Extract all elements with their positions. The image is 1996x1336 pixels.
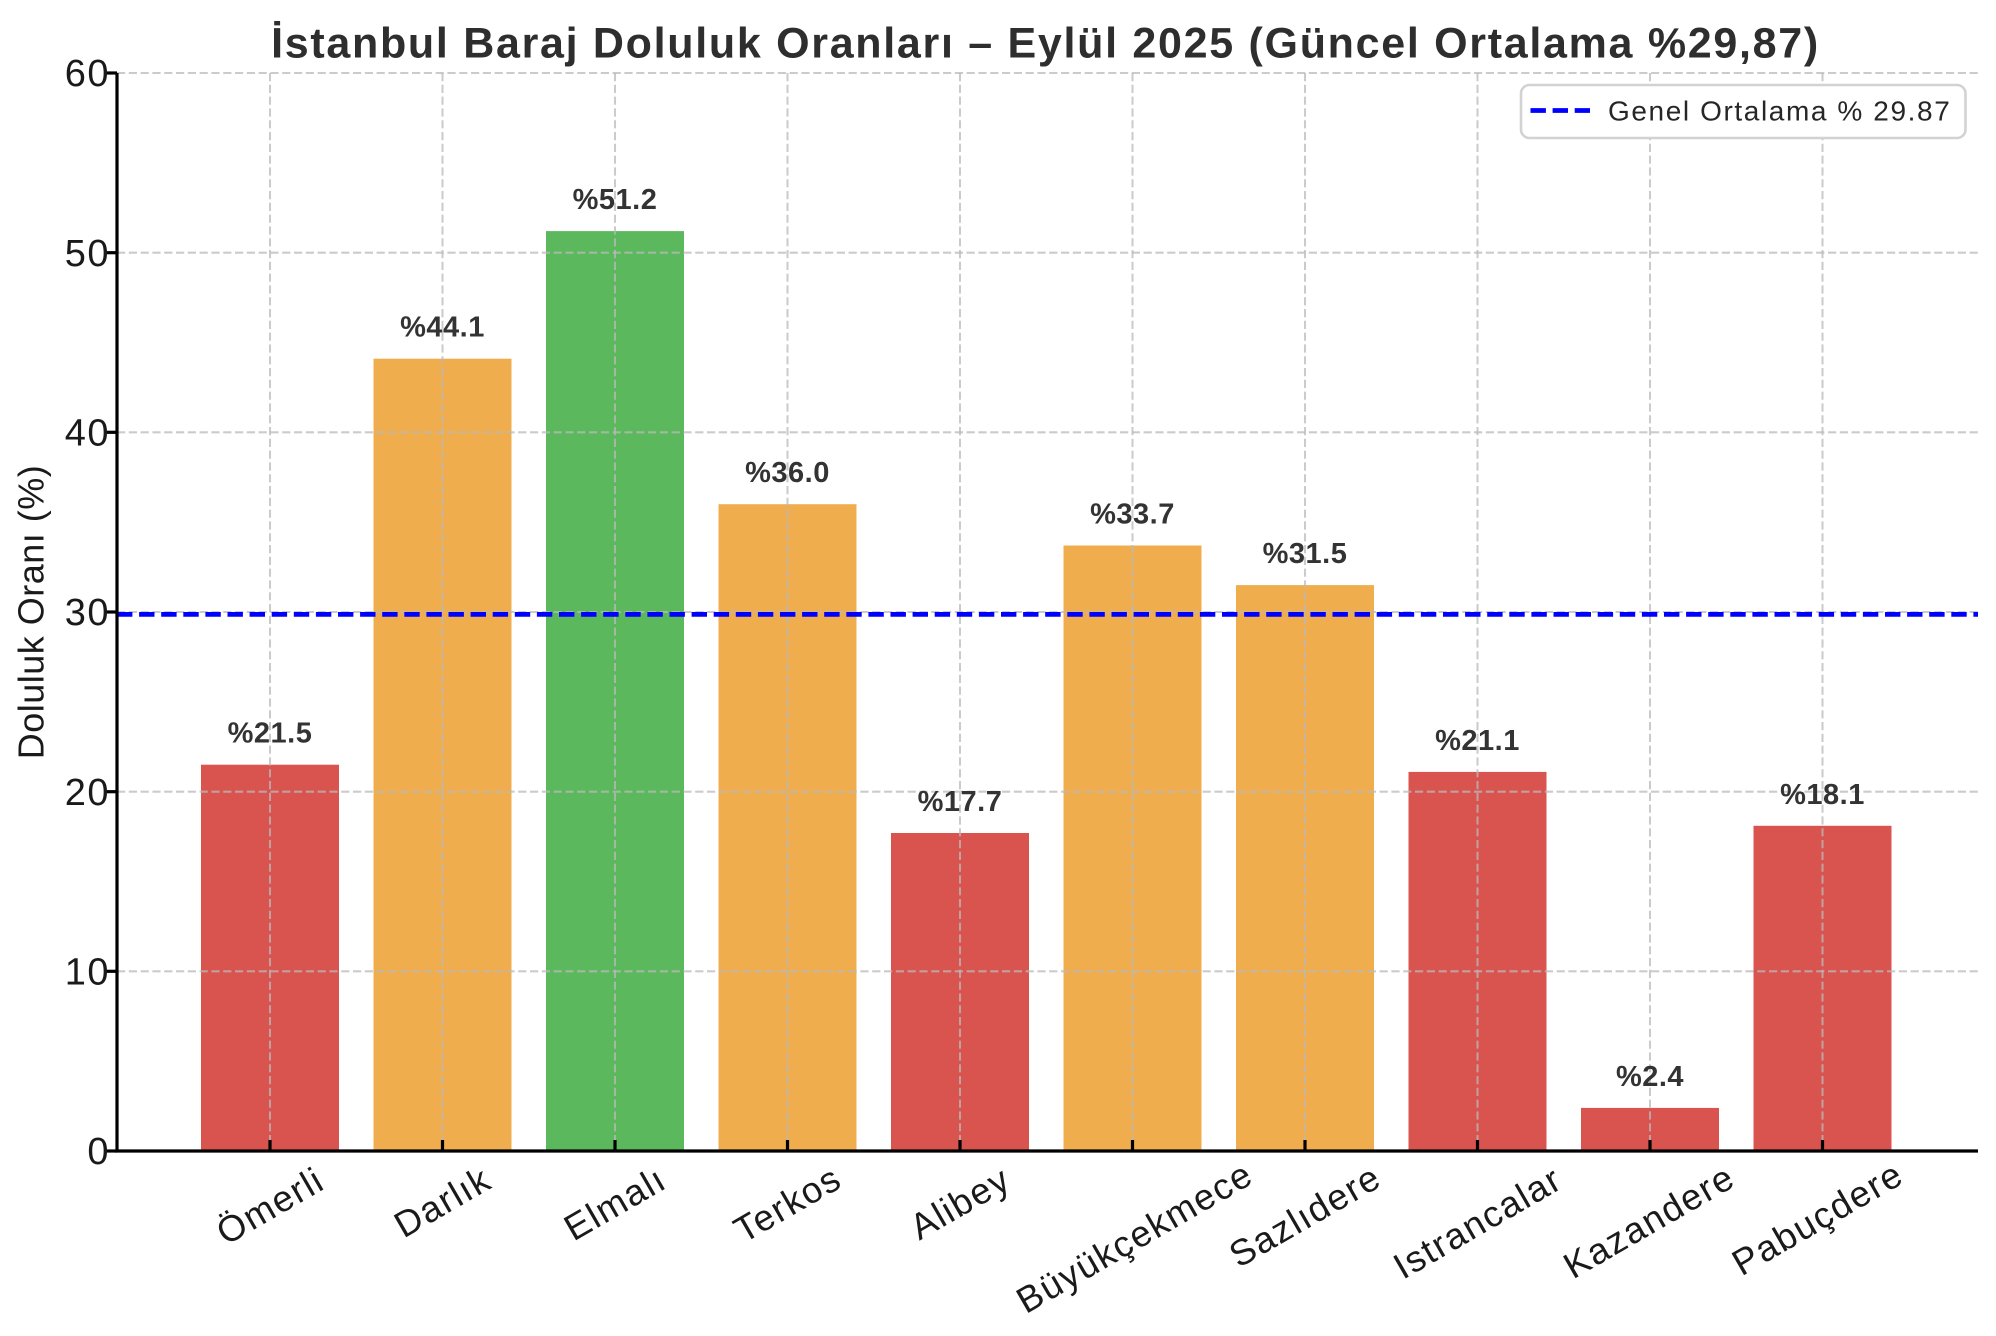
svg-text:%44.1: %44.1 (400, 312, 485, 344)
svg-text:%21.1: %21.1 (1435, 725, 1520, 757)
svg-text:50: 50 (65, 233, 110, 275)
svg-text:30: 30 (65, 592, 110, 634)
svg-text:20: 20 (65, 772, 110, 814)
svg-text:%2.4: %2.4 (1616, 1061, 1684, 1093)
svg-text:%33.7: %33.7 (1090, 499, 1175, 531)
svg-text:Doluluk Oranı (%): Doluluk Oranı (%) (11, 465, 52, 760)
svg-text:%18.1: %18.1 (1780, 779, 1865, 811)
svg-text:0: 0 (87, 1131, 110, 1173)
svg-text:İstanbul Baraj Doluluk Oranlar: İstanbul Baraj Doluluk Oranları – Eylül … (271, 20, 1820, 68)
svg-text:60: 60 (65, 53, 110, 95)
svg-text:Genel Ortalama % 29.87: Genel Ortalama % 29.87 (1608, 96, 1951, 127)
svg-text:40: 40 (65, 413, 110, 455)
svg-text:%51.2: %51.2 (573, 184, 658, 216)
svg-text:%31.5: %31.5 (1263, 538, 1348, 570)
svg-text:%36.0: %36.0 (745, 457, 830, 489)
svg-text:%17.7: %17.7 (918, 786, 1003, 818)
svg-text:%21.5: %21.5 (228, 718, 313, 750)
svg-text:10: 10 (65, 952, 110, 994)
